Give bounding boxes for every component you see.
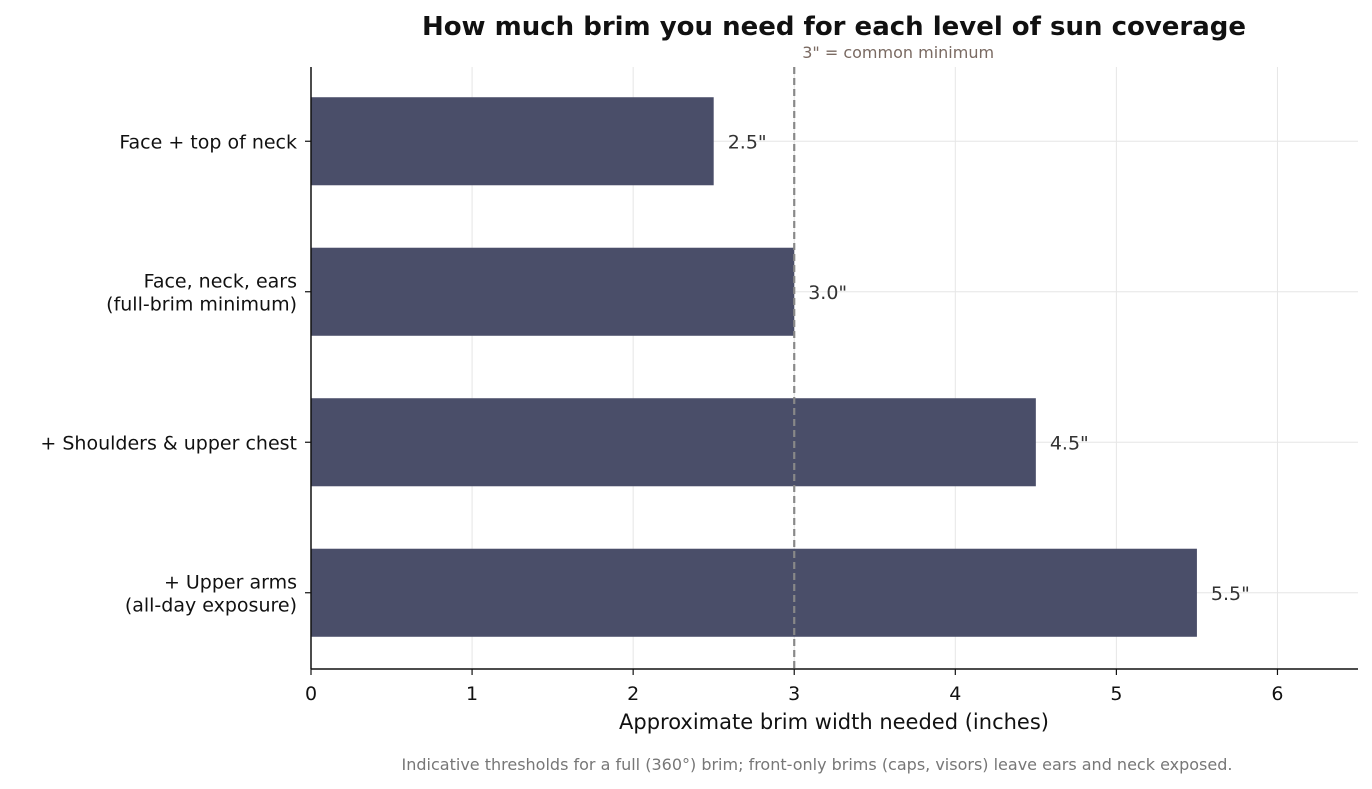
y-tick-label: + Upper arms [164,571,297,593]
x-tick-label: 3 [788,683,800,705]
bar-data-label: 4.5" [1050,432,1089,454]
reference-line-group: 3" = common minimum [793,43,994,669]
bar-data-label: 2.5" [728,131,767,153]
bar [311,97,714,186]
bar [311,548,1197,637]
bar-data-label: 3.0" [808,282,847,304]
bar-data-label: 5.5" [1211,583,1250,605]
x-tick-label: 0 [305,683,317,705]
x-tick-label: 6 [1271,683,1283,705]
x-axis-ticks: 0 1 2 3 4 5 6 [305,669,1284,705]
x-tick-label: 5 [1110,683,1122,705]
y-tick-label: (all-day exposure) [125,594,297,616]
y-tick-label: Face + top of neck [119,131,297,153]
axes [310,67,1358,670]
reference-line-label: 3" = common minimum [802,43,994,62]
bar [311,247,795,336]
x-tick-label: 4 [949,683,961,705]
y-axis-ticks: Face + top of neck Face, neck, ears(full-… [40,131,311,616]
footnote: Indicative thresholds for a full (360°) … [402,755,1233,774]
bars: 2.5" 3.0" 4.5" 5.5" [311,97,1250,637]
x-tick-label: 1 [466,683,478,705]
x-tick-label: 2 [627,683,639,705]
y-tick-label: + Shoulders & upper chest [40,432,297,454]
y-tick-label: Face, neck, ears [144,270,297,292]
chart-title: How much brim you need for each level of… [422,12,1246,42]
bar [311,398,1036,487]
y-tick-label: (full-brim minimum) [106,293,297,315]
x-axis-label: Approximate brim width needed (inches) [619,710,1049,734]
